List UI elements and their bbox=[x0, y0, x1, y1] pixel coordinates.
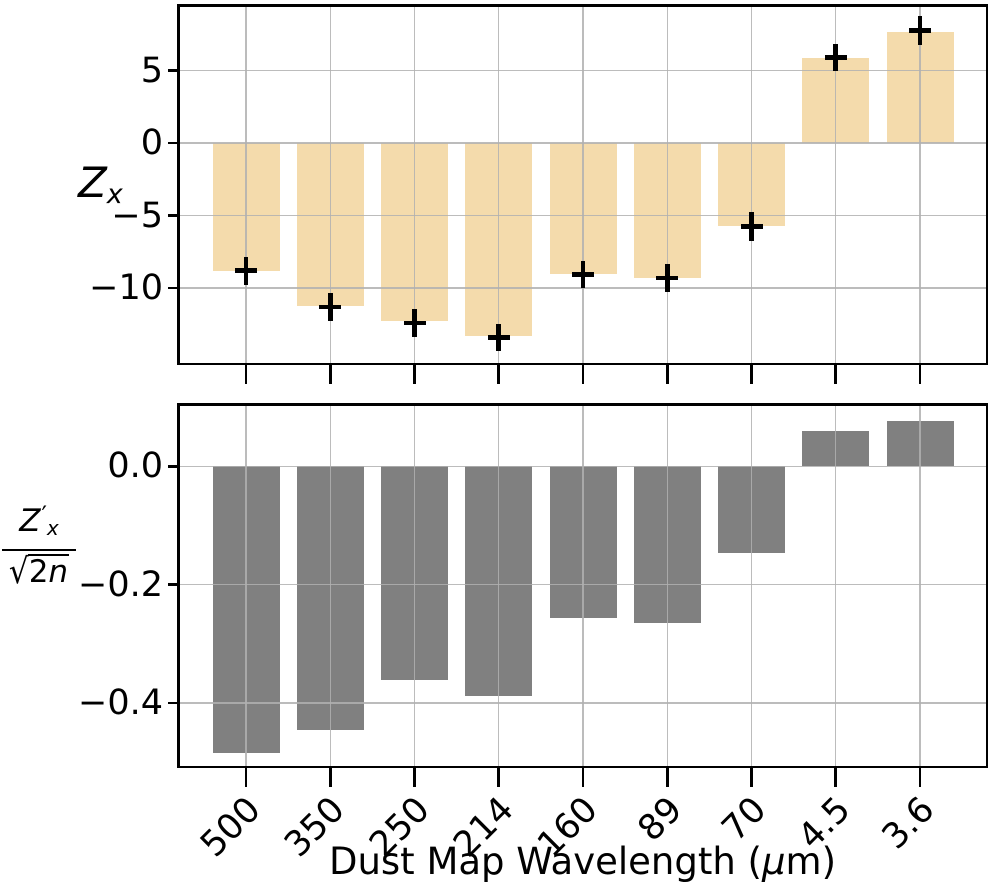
grid-line-vertical bbox=[582, 403, 584, 768]
y-axis-label-zx: Zx bbox=[78, 158, 123, 210]
fraction-numerator: Z′x bbox=[2, 498, 76, 551]
panel-bottom-zx-normalized: 0.0 −0.2 −0.4 bbox=[78, 403, 988, 787]
grid-line-vertical bbox=[413, 4, 416, 365]
y-tick-label: 0 bbox=[140, 123, 163, 164]
plus-marker-70 bbox=[740, 224, 763, 229]
y-tick-label: −0.4 bbox=[78, 682, 163, 723]
y-tick-label: −5 bbox=[111, 195, 163, 236]
grid-line-vertical bbox=[750, 4, 753, 365]
grid-line-vertical bbox=[835, 4, 837, 365]
x-tick bbox=[581, 365, 585, 384]
x-tick bbox=[497, 768, 501, 787]
x-tick bbox=[665, 768, 669, 787]
grid-line-vertical bbox=[329, 4, 331, 365]
axis-spine bbox=[177, 765, 988, 768]
x-tick bbox=[413, 768, 416, 787]
ylabel-zx-base: Z bbox=[78, 158, 107, 207]
grid-line-vertical bbox=[666, 403, 668, 768]
axis-spine bbox=[177, 362, 988, 365]
x-tick bbox=[497, 365, 501, 384]
axis-spine bbox=[985, 403, 988, 768]
y-tick bbox=[168, 141, 177, 145]
grid-line-vertical bbox=[498, 403, 500, 768]
x-tick bbox=[665, 365, 669, 384]
axis-spine bbox=[177, 403, 988, 406]
grid-line-vertical bbox=[666, 4, 668, 365]
fraction-denominator: √2n bbox=[8, 551, 70, 593]
axis-spine bbox=[177, 4, 988, 7]
x-tick bbox=[328, 365, 332, 384]
plus-marker-214 bbox=[487, 335, 510, 340]
y-tick bbox=[168, 214, 177, 217]
x-tick bbox=[244, 768, 248, 787]
plus-marker-350 bbox=[319, 304, 342, 310]
y-axis-label-zx-over-sqrt2n: Z′x √2n bbox=[2, 498, 76, 593]
grid-line-vertical bbox=[919, 403, 921, 768]
panel-top-zx: 5 0 −5 −10 bbox=[89, 4, 988, 384]
x-tick bbox=[834, 365, 838, 384]
grid-line-vertical bbox=[582, 4, 584, 365]
ylabel-zx-subscript: x bbox=[106, 179, 123, 210]
plus-marker-4.5 bbox=[824, 55, 847, 61]
axis-spine bbox=[177, 403, 180, 768]
x-tick bbox=[581, 768, 585, 787]
x-tick bbox=[328, 768, 332, 787]
plus-marker-89 bbox=[656, 275, 679, 281]
grid-line-vertical bbox=[245, 4, 247, 365]
grid-line-vertical bbox=[329, 403, 331, 768]
y-tick-label: 0.0 bbox=[107, 446, 163, 487]
plus-marker-250 bbox=[403, 320, 426, 326]
grid-line-vertical bbox=[750, 403, 753, 768]
x-tick bbox=[750, 365, 753, 384]
y-tick bbox=[168, 69, 177, 72]
y-tick bbox=[168, 583, 177, 586]
plus-marker-160 bbox=[572, 271, 594, 277]
grid-line-vertical bbox=[835, 403, 837, 768]
plus-marker-500 bbox=[235, 268, 257, 274]
grid-line-vertical bbox=[245, 403, 247, 768]
mu-symbol: μ bbox=[761, 840, 786, 883]
grid-line-vertical bbox=[498, 4, 500, 365]
x-tick bbox=[918, 365, 922, 384]
x-axis-label: Dust Map Wavelength (μm) bbox=[328, 840, 837, 883]
grid-line-vertical bbox=[413, 403, 416, 768]
y-tick bbox=[168, 701, 177, 705]
x-tick bbox=[413, 365, 416, 384]
grid-line-vertical bbox=[919, 4, 921, 365]
plus-marker-3.6 bbox=[909, 28, 931, 34]
x-tick bbox=[750, 768, 753, 787]
x-tick bbox=[834, 768, 838, 787]
y-tick bbox=[168, 464, 177, 468]
y-tick-label: −10 bbox=[89, 268, 163, 309]
y-tick-label: −0.2 bbox=[78, 564, 163, 605]
radical-sign: √ bbox=[8, 551, 29, 593]
axis-spine bbox=[177, 4, 180, 365]
y-tick-label: 5 bbox=[140, 50, 163, 91]
axis-spine bbox=[985, 4, 988, 365]
y-tick bbox=[168, 286, 177, 290]
x-tick bbox=[918, 768, 922, 787]
x-tick bbox=[244, 365, 248, 384]
